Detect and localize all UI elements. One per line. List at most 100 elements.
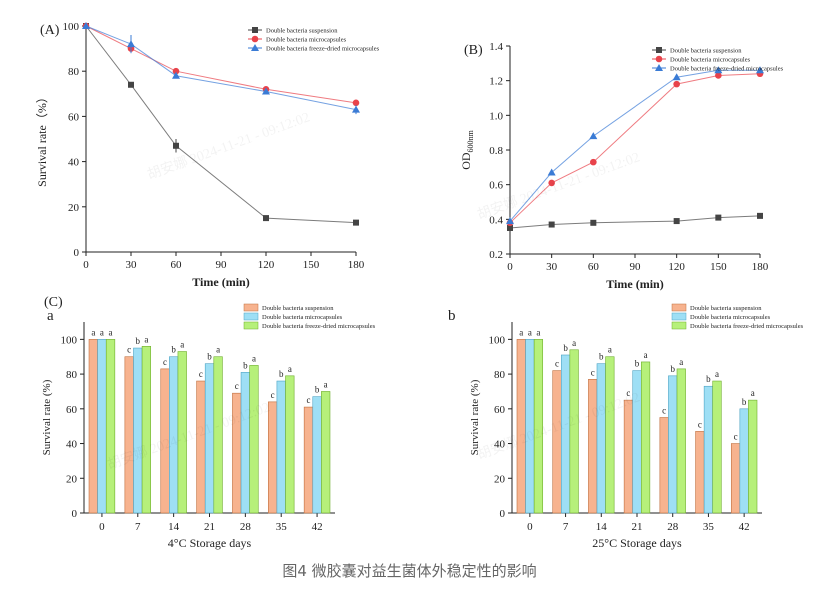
bar [730, 443, 741, 514]
bar [124, 356, 134, 514]
bar [560, 354, 571, 514]
data-point [352, 99, 360, 107]
data-point [353, 219, 359, 226]
bar [97, 339, 107, 514]
bar [596, 363, 606, 514]
series-line [85, 25, 357, 224]
bar [204, 363, 215, 514]
significance-letter: c [698, 419, 702, 429]
significance-letter: a [288, 364, 292, 374]
data-point [673, 218, 680, 225]
significance-letter: c [626, 388, 630, 398]
y-tick-label: 20 [494, 473, 506, 485]
bar [516, 339, 526, 514]
y-tick-label: 80 [66, 369, 78, 381]
data-point [262, 87, 270, 95]
y-tick-label: 1.2 [489, 76, 503, 88]
significance-letter: b [279, 369, 284, 379]
y-tick-label: 0.4 [489, 214, 503, 226]
legend-label: Double bacteria freeze-dried microcapsul… [670, 66, 784, 73]
bar [533, 339, 544, 514]
x-axis-label: Time (min) [606, 277, 663, 291]
panel-label: (B) [464, 43, 483, 58]
x-tick-label: 35 [703, 521, 715, 533]
significance-letter: a [100, 327, 104, 337]
data-point [756, 66, 764, 74]
x-tick-label: 0 [527, 521, 533, 533]
x-tick-label: 150 [710, 261, 727, 273]
bar [588, 378, 598, 514]
y-tick-label: 20 [66, 473, 78, 485]
x-tick-label: 14 [168, 521, 180, 533]
data-point [548, 179, 555, 187]
x-tick-label: 28 [240, 521, 252, 533]
legend-label: Double bacteria freeze-dried microcapsul… [266, 46, 380, 53]
significance-letter: b [670, 364, 675, 374]
figure-caption: 图4 微胶囊对益生菌体外稳定性的影响 [282, 562, 537, 580]
y-tick-label: 40 [494, 439, 506, 451]
x-tick-label: 60 [588, 261, 600, 273]
data-point [714, 66, 723, 74]
data-point [352, 105, 360, 113]
x-tick-label: 90 [630, 261, 642, 273]
bar [303, 406, 314, 514]
significance-letter: c [235, 381, 239, 391]
y-tick-label: 100 [489, 334, 506, 346]
data-point [507, 225, 513, 231]
panel-label: (A) [40, 23, 60, 38]
significance-letter: c [591, 367, 595, 377]
y-tick-label: 0 [72, 508, 78, 520]
legend-swatch [671, 312, 687, 321]
significance-letter: b [599, 352, 604, 362]
y-tick-label: 40 [66, 439, 78, 451]
significance-letter: c [734, 432, 738, 442]
y-axis-label: Survival rate (%) [41, 379, 53, 455]
significance-letter: b [243, 360, 248, 370]
panel-sub-label: b [448, 308, 456, 324]
x-tick-label: 0 [83, 259, 89, 271]
significance-letter: a [252, 353, 256, 363]
bar [676, 368, 686, 514]
legend-label: Double bacteria suspension [670, 48, 742, 55]
legend-label: Double bacteria suspension [690, 305, 762, 312]
data-point [715, 214, 722, 221]
legend-marker [656, 47, 662, 53]
x-tick-label: 7 [563, 521, 569, 533]
x-tick-label: 120 [258, 259, 275, 271]
significance-letter: c [127, 345, 131, 355]
bar [268, 401, 278, 514]
y-axis-label: Survival rate (%) [469, 379, 481, 455]
bar [88, 339, 98, 514]
bar [712, 380, 722, 514]
x-tick-label: 150 [303, 259, 320, 271]
significance-letter: a [751, 388, 755, 398]
bar [213, 356, 223, 514]
y-tick-label: 0.2 [489, 249, 503, 261]
significance-letter: b [635, 359, 640, 369]
significance-letter: b [207, 352, 212, 362]
legend-marker [252, 27, 258, 33]
x-tick-label: 14 [596, 521, 608, 533]
x-tick-label: 30 [126, 259, 138, 271]
y-axis-label: OD600nm [459, 129, 475, 169]
watermark: 胡安娜 2024-11-21 - 09:12:02 [145, 109, 312, 183]
data-point [127, 40, 135, 48]
y-tick-label: 1.0 [489, 110, 503, 122]
panel-sub-label: a [47, 308, 54, 324]
y-tick-label: 40 [68, 157, 80, 169]
significance-letter: a [91, 327, 95, 337]
data-point [672, 73, 681, 81]
significance-letter: c [306, 395, 310, 405]
x-tick-label: 35 [276, 521, 288, 533]
x-tick-label: 28 [667, 521, 679, 533]
bar [196, 380, 206, 514]
bar [312, 396, 322, 514]
x-tick-label: 180 [752, 261, 769, 273]
bar [285, 375, 295, 514]
legend-label: Double bacteria microcapsules [266, 37, 347, 44]
x-tick-label: 90 [216, 259, 228, 271]
significance-letter: a [644, 350, 648, 360]
data-point [589, 132, 598, 140]
